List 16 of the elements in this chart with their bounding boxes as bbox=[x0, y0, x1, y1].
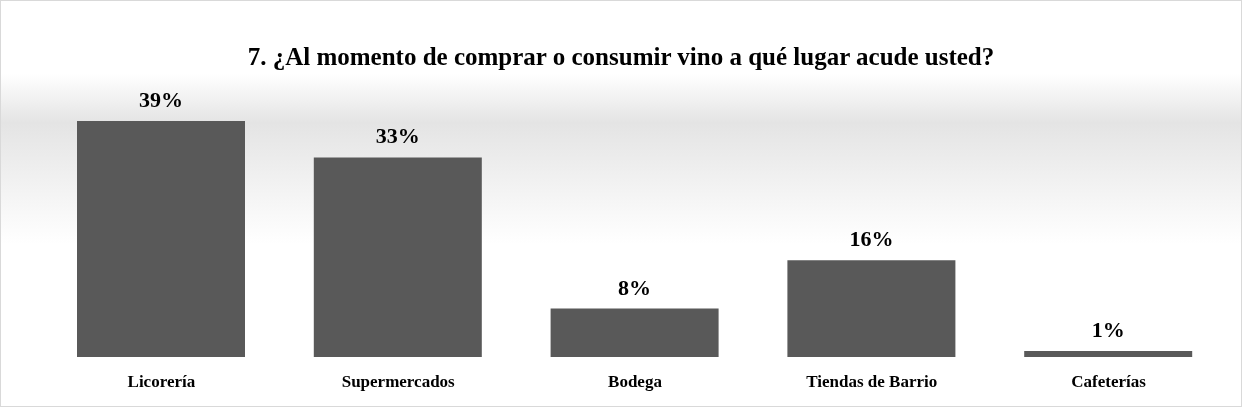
x-tick-label: Cafeterías bbox=[1071, 372, 1147, 392]
x-tick-label: Tiendas de Barrio bbox=[806, 372, 938, 392]
bar bbox=[550, 308, 719, 357]
data-label: 8% bbox=[618, 274, 652, 300]
data-label: 1% bbox=[1091, 316, 1125, 342]
data-label: 16% bbox=[849, 226, 894, 252]
bar bbox=[313, 157, 482, 357]
bar bbox=[787, 260, 956, 357]
x-tick-label: Supermercados bbox=[341, 372, 456, 392]
x-tick-label: Bodega bbox=[608, 372, 663, 392]
bar bbox=[1024, 350, 1193, 357]
data-label: 33% bbox=[375, 123, 420, 149]
chart-title: 7. ¿Al momento de comprar o consumir vino a qué lugar acude usted? bbox=[246, 43, 996, 71]
bar bbox=[77, 121, 245, 357]
data-label: 39% bbox=[139, 87, 183, 113]
x-tick-label: Licorería bbox=[127, 372, 196, 392]
